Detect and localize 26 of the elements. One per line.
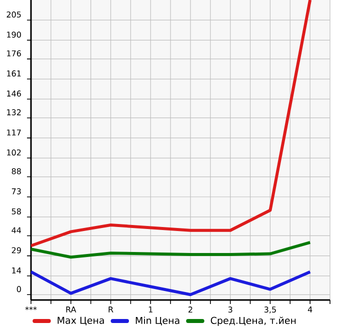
y-tick-label: 0 [16, 286, 21, 292]
y-tick-label: 117 [7, 130, 21, 136]
y-tick-label: 88 [12, 168, 21, 174]
x-tick-label: *** [25, 306, 37, 310]
x-tick-label: 2 [188, 306, 192, 312]
x-tick-label: RA [66, 306, 76, 312]
legend-label: Min Цена [136, 316, 180, 326]
y-tick-label: 161 [7, 70, 21, 76]
legend-label: Max Цена [58, 316, 104, 326]
x-tick-label: R [108, 306, 114, 312]
y-tick-label: 29 [12, 247, 21, 254]
y-tick-label: 102 [7, 149, 21, 156]
y-tick-label: 132 [7, 109, 21, 116]
x-tick-label: 1 [148, 306, 152, 312]
y-tick-label: 14 [12, 268, 22, 274]
y-tick-label: 73 [12, 188, 21, 194]
y-tick-label: 44 [12, 227, 22, 234]
x-tick-label: 4 [308, 306, 312, 312]
y-tick-label: 58 [12, 208, 21, 214]
y-tick-label: 176 [7, 50, 21, 56]
y-tick-label: 205 [6, 12, 21, 18]
x-tick-label: 3 [228, 306, 232, 313]
legend-label: Сред.Цена, т.йен [210, 316, 296, 326]
y-tick-label: 190 [7, 32, 21, 38]
y-tick-label: 146 [7, 90, 21, 97]
x-tick-label: 3,5 [264, 306, 276, 314]
